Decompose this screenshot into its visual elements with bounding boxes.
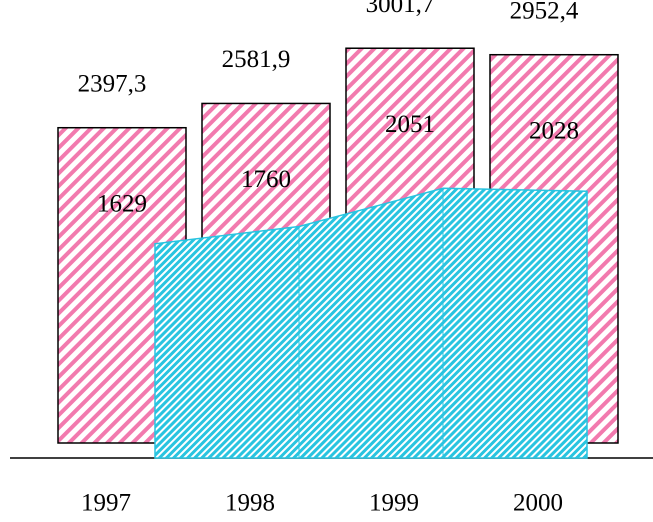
inner-label: 2051 [385,111,435,138]
value-label: 2581,9 [222,46,291,73]
inner-label: 1760 [241,166,291,193]
value-label: 3001,7 [366,0,435,18]
inner-label: 2028 [529,117,579,144]
value-label: 2952,4 [510,0,579,24]
value-label: 2397,3 [78,70,147,97]
x-tick-label: 1999 [369,490,419,517]
area [154,187,588,459]
x-tick-label: 1997 [81,490,131,517]
x-tick-label: 2000 [513,490,563,517]
x-tick-label: 1998 [225,490,275,517]
inner-label: 1629 [97,190,147,217]
